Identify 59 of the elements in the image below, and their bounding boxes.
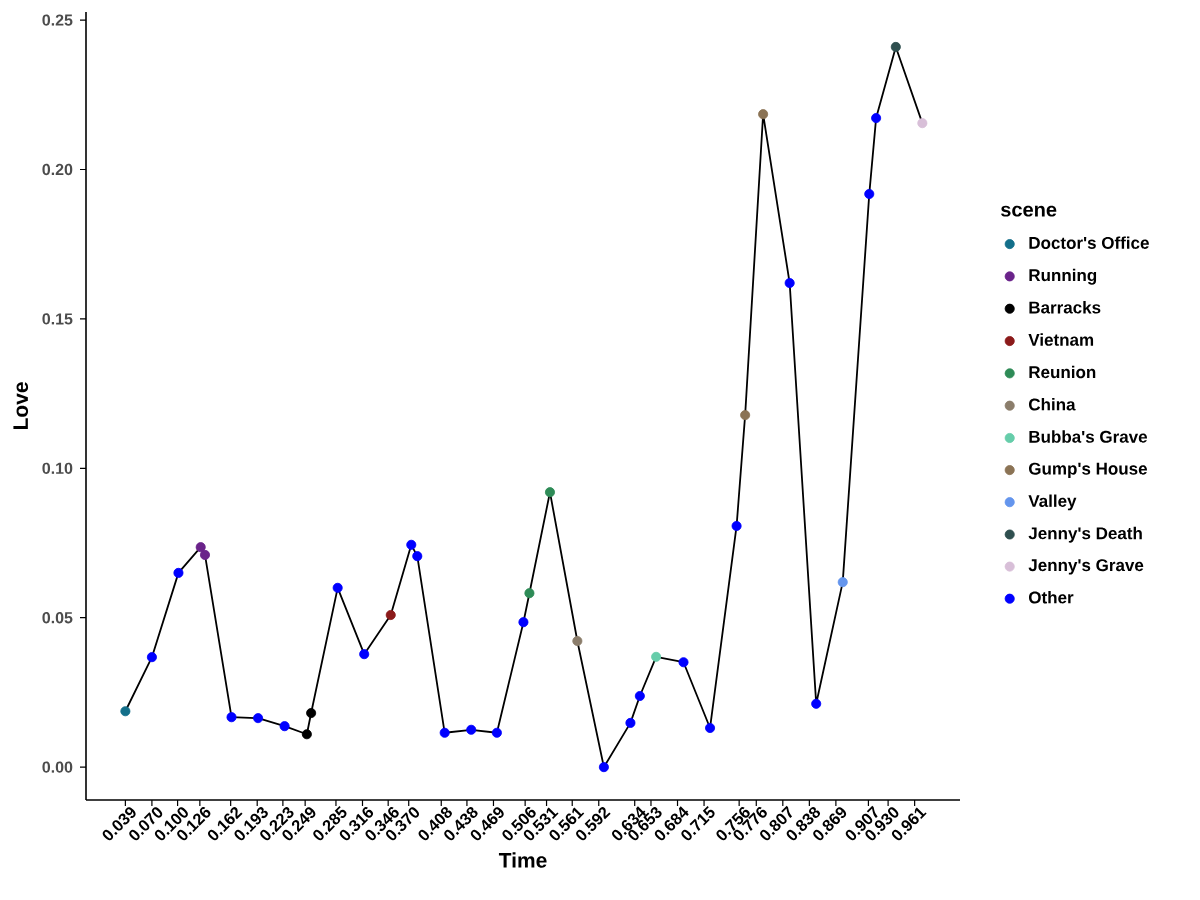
point (598, 762, 609, 773)
legend-label: Jenny's Death (1028, 526, 1142, 543)
legend-label: China (1028, 398, 1076, 411)
point (195, 542, 206, 553)
point (199, 549, 210, 560)
legend-label: Barracks (1029, 301, 1101, 314)
y-tick-label: 0.20 (42, 163, 73, 176)
point (306, 708, 317, 719)
legend-label: Bubba's Grave (1029, 430, 1148, 443)
point (811, 698, 822, 709)
point (359, 649, 370, 660)
y-tick-label: 0.10 (42, 462, 73, 474)
legend-label: Jenny's Grave (1028, 559, 1144, 575)
legend-label: Vietnam (1028, 333, 1094, 346)
point (146, 652, 157, 663)
point (279, 721, 290, 732)
y-tick-label: 0.00 (42, 761, 73, 773)
point (518, 617, 529, 628)
y-tick-label: 0.15 (42, 313, 73, 325)
point (253, 713, 264, 724)
point (439, 727, 450, 738)
legend-label: Doctor's Office (1029, 236, 1149, 249)
x-axis-title: Time (498, 852, 547, 868)
point (572, 636, 583, 647)
legend-label: Gump's House (1028, 462, 1147, 479)
point (784, 278, 795, 289)
point (634, 691, 645, 702)
point (332, 582, 343, 593)
point (466, 724, 477, 735)
y-axis-title: Love (13, 382, 29, 430)
point (705, 722, 716, 733)
point (226, 712, 237, 723)
point (491, 727, 502, 738)
legend-title: scene (1000, 205, 1057, 217)
point (731, 520, 742, 531)
point (871, 113, 882, 124)
point (678, 657, 689, 668)
point (740, 410, 751, 421)
point (837, 577, 848, 588)
point (864, 188, 875, 199)
point (651, 651, 662, 662)
point (890, 41, 901, 52)
point (385, 610, 396, 621)
legend-label: Reunion (1029, 365, 1096, 379)
point (544, 487, 555, 498)
point (120, 706, 131, 717)
point (625, 717, 636, 728)
point (524, 588, 535, 599)
point (406, 539, 417, 550)
point (917, 118, 928, 129)
point (758, 109, 769, 120)
legend-label: Other (1028, 591, 1074, 604)
y-tick-label: 0.05 (42, 612, 73, 624)
point (412, 551, 423, 562)
legend-label: Running (1029, 268, 1097, 285)
y-tick-label: 0.25 (42, 14, 73, 26)
point (173, 567, 184, 578)
legend-label: Valley (1028, 494, 1077, 511)
point (301, 729, 312, 740)
